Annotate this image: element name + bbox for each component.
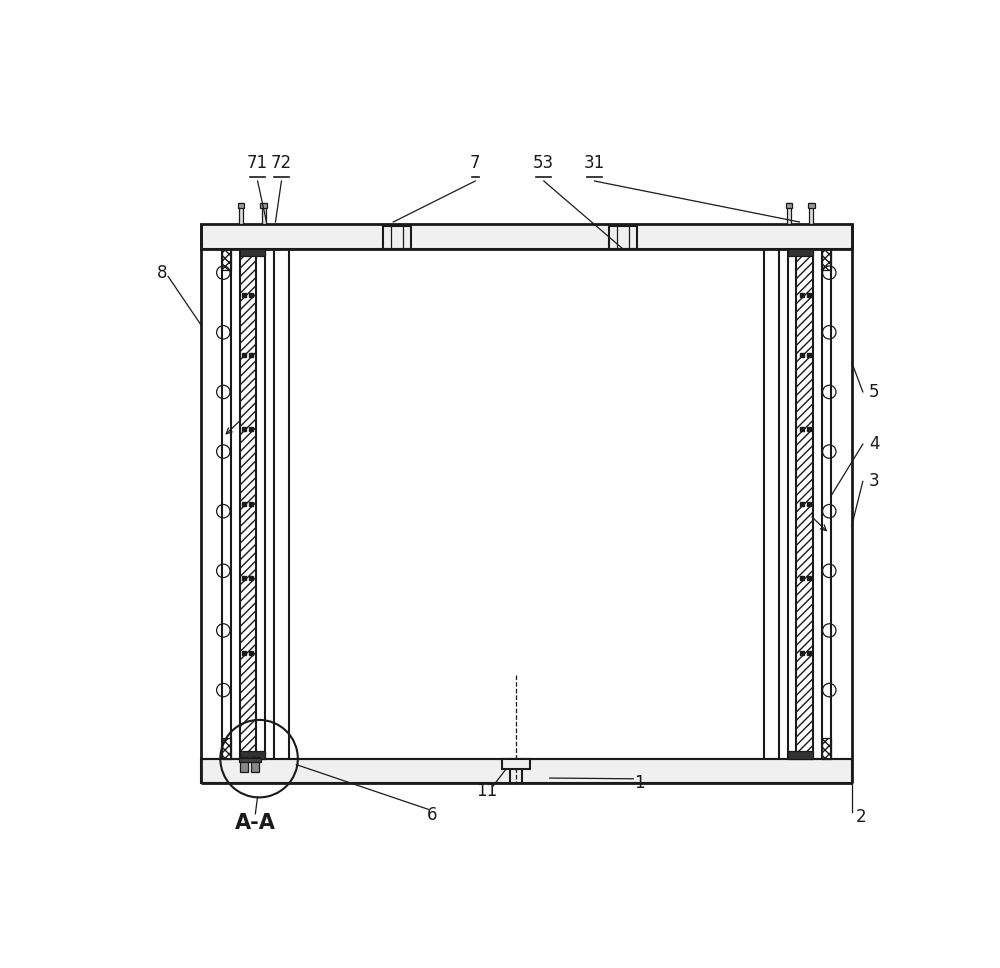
Bar xyxy=(822,249,831,270)
Bar xyxy=(222,738,231,759)
Bar xyxy=(239,203,243,225)
Bar xyxy=(260,202,267,208)
Bar xyxy=(609,227,637,249)
Text: 1: 1 xyxy=(634,774,645,792)
Text: 2: 2 xyxy=(855,808,866,826)
Bar xyxy=(240,249,256,759)
Bar xyxy=(787,203,791,225)
Bar xyxy=(788,249,813,257)
Bar xyxy=(240,751,265,759)
Bar xyxy=(251,757,259,772)
Bar xyxy=(510,759,522,783)
Bar xyxy=(222,738,231,759)
Bar xyxy=(383,227,411,249)
Text: 71: 71 xyxy=(247,154,268,172)
Text: 3: 3 xyxy=(869,472,879,491)
Text: A-A: A-A xyxy=(235,813,276,832)
Bar xyxy=(222,249,231,270)
Bar xyxy=(788,751,813,759)
Bar xyxy=(796,249,813,759)
Text: 8: 8 xyxy=(157,263,167,282)
Bar xyxy=(240,249,265,257)
Text: 53: 53 xyxy=(533,154,554,172)
Text: 4: 4 xyxy=(869,436,879,453)
Bar xyxy=(240,757,248,772)
Bar xyxy=(809,203,813,225)
Text: 31: 31 xyxy=(584,154,605,172)
Bar xyxy=(238,202,244,208)
Text: 11: 11 xyxy=(476,782,497,800)
Bar xyxy=(222,249,231,270)
Bar xyxy=(822,249,831,270)
Bar xyxy=(262,203,266,225)
Text: 72: 72 xyxy=(271,154,292,172)
Bar xyxy=(822,738,831,759)
Bar xyxy=(502,759,530,770)
Bar xyxy=(201,225,852,249)
Bar xyxy=(239,758,261,763)
Text: 5: 5 xyxy=(869,383,879,401)
Text: 6: 6 xyxy=(427,806,437,825)
Text: 7: 7 xyxy=(470,154,480,172)
Bar xyxy=(786,202,792,208)
Bar xyxy=(201,759,852,783)
Bar xyxy=(822,738,831,759)
Bar xyxy=(808,202,815,208)
